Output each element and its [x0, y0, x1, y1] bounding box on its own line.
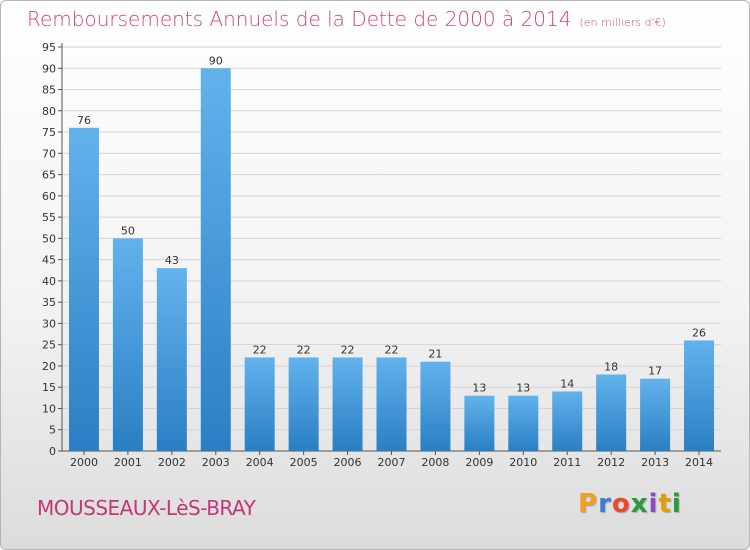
- x-tick-label-2014: 2014: [685, 456, 713, 469]
- chart-title-text: Remboursements Annuels de la Dette de 20…: [27, 7, 572, 31]
- x-tick-label-2002: 2002: [158, 456, 186, 469]
- data-label-2007: 22: [385, 343, 399, 356]
- x-tick-label-2001: 2001: [114, 456, 142, 469]
- data-label-2000: 76: [77, 114, 91, 127]
- bar-2003: [200, 68, 231, 452]
- y-tick-label: 30: [42, 317, 56, 330]
- x-tick-label-2005: 2005: [290, 456, 318, 469]
- x-tick-label-2000: 2000: [70, 456, 98, 469]
- logo-letter: x: [630, 489, 649, 519]
- y-tick-label: 55: [42, 211, 56, 224]
- bar-2002: [156, 268, 187, 451]
- logo-letter: i: [648, 489, 659, 519]
- data-label-2014: 26: [692, 326, 706, 339]
- x-tick-label-2011: 2011: [553, 456, 581, 469]
- logo-letter: t: [658, 489, 672, 519]
- y-tick-label: 0: [49, 445, 56, 458]
- y-tick-label: 80: [42, 105, 56, 118]
- data-label-2003: 90: [209, 54, 223, 67]
- logo-letter: o: [611, 489, 631, 519]
- y-tick-label: 95: [42, 41, 56, 54]
- bar-2000: [68, 127, 99, 452]
- x-tick-label-2012: 2012: [597, 456, 625, 469]
- y-tick-label: 65: [42, 169, 56, 182]
- y-tick-label: 10: [42, 402, 56, 415]
- y-tick-label: 60: [42, 190, 56, 203]
- logo-letter: i: [671, 489, 682, 519]
- bar-2005: [288, 357, 319, 451]
- commune-name: MOUSSEAUX-LèS-BRAY: [37, 496, 256, 520]
- data-label-2008: 21: [428, 348, 442, 361]
- bar-2004: [244, 357, 275, 451]
- data-label-2009: 13: [472, 382, 486, 395]
- y-tick-label: 35: [42, 296, 56, 309]
- y-tick-label: 85: [42, 84, 56, 97]
- x-tick-label-2004: 2004: [246, 456, 274, 469]
- y-tick-label: 45: [42, 254, 56, 267]
- y-tick-label: 15: [42, 381, 56, 394]
- data-label-2010: 13: [516, 382, 530, 395]
- bar-2009: [464, 395, 495, 451]
- bar-2013: [640, 378, 671, 451]
- data-label-2004: 22: [253, 343, 267, 356]
- bar-2014: [684, 340, 715, 451]
- x-tick-label-2009: 2009: [465, 456, 493, 469]
- y-tick-label: 20: [42, 360, 56, 373]
- logo-letter: r: [598, 489, 612, 519]
- y-tick-label: 50: [42, 232, 56, 245]
- x-tick-label-2010: 2010: [509, 456, 537, 469]
- y-tick-label: 90: [42, 62, 56, 75]
- x-tick-label-2008: 2008: [421, 456, 449, 469]
- bar-2008: [420, 361, 451, 451]
- x-tick-label-2003: 2003: [202, 456, 230, 469]
- data-label-2001: 50: [121, 224, 135, 237]
- x-tick-label-2007: 2007: [378, 456, 406, 469]
- bar-2010: [508, 395, 539, 451]
- logo-letter: P: [578, 489, 599, 519]
- data-label-2006: 22: [341, 343, 355, 356]
- y-tick-label: 5: [49, 424, 56, 437]
- bar-2007: [376, 357, 407, 451]
- x-tick-label-2006: 2006: [334, 456, 362, 469]
- data-label-2005: 22: [297, 343, 311, 356]
- proxiti-logo: Proxiti: [578, 489, 682, 519]
- y-tick-label: 70: [42, 147, 56, 160]
- bar-2006: [332, 357, 363, 451]
- bar-2012: [596, 374, 627, 451]
- bar-2001: [112, 238, 143, 451]
- y-tick-label: 40: [42, 275, 56, 288]
- data-label-2011: 14: [560, 377, 574, 390]
- data-label-2002: 43: [165, 254, 179, 267]
- bar-2011: [552, 391, 583, 451]
- y-tick-label: 25: [42, 339, 56, 352]
- chart-title: Remboursements Annuels de la Dette de 20…: [27, 7, 666, 31]
- x-tick-label-2013: 2013: [641, 456, 669, 469]
- chart-subtitle: (en milliers d'€): [579, 16, 666, 29]
- data-label-2013: 17: [648, 365, 662, 378]
- y-tick-label: 75: [42, 126, 56, 139]
- data-label-2012: 18: [604, 360, 618, 373]
